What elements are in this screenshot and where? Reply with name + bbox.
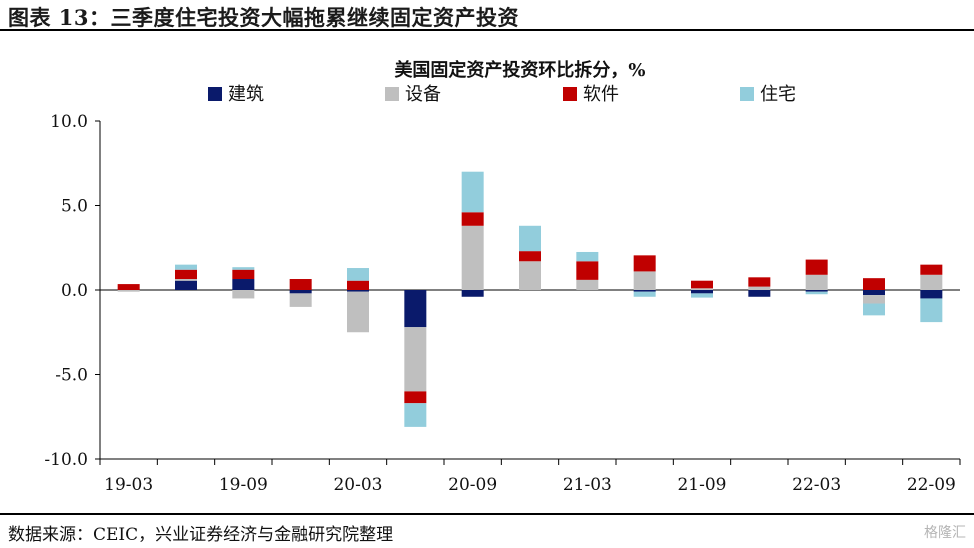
bar-segment: [691, 288, 713, 290]
x-tick-label: 19-03: [104, 475, 153, 495]
x-tick-label: 20-03: [333, 475, 382, 495]
bar-segment: [863, 303, 885, 316]
bar-segment: [461, 225, 484, 290]
legend-label: 建筑: [228, 84, 264, 105]
bar-segment: [691, 290, 713, 294]
legend-label: 软件: [583, 84, 619, 105]
source-note: 数据来源：CEIC，兴业证券经济与金融研究院整理: [8, 525, 394, 545]
legend-swatch: [385, 87, 399, 101]
bar-segment: [576, 279, 599, 290]
bar-segment: [461, 290, 484, 297]
bar-segment: [404, 290, 427, 328]
bar-segment: [863, 278, 885, 290]
bar-segment: [461, 171, 484, 213]
watermark-logo: 格隆汇: [924, 525, 966, 541]
bar-segment: [289, 279, 312, 290]
x-tick-label: 21-03: [563, 475, 612, 495]
y-tick-label: 5.0: [61, 197, 88, 217]
legend-swatch: [208, 87, 222, 101]
bar-segment: [461, 212, 484, 226]
bar-segment: [519, 225, 541, 252]
bar-segment: [633, 291, 656, 297]
bar-segment: [404, 327, 427, 392]
legend-swatch: [563, 87, 577, 101]
bar-segment: [920, 290, 943, 299]
bar-segment: [748, 286, 771, 290]
bar-segment: [347, 290, 369, 292]
x-tick-label: 22-09: [907, 475, 956, 495]
bar-segment: [117, 284, 140, 290]
bar-segment: [691, 280, 713, 289]
y-tick-label: 10.0: [50, 112, 88, 132]
y-tick-label: -10.0: [44, 450, 88, 470]
axes: 10.0 5.0 0.0 -5.0 -10.0 19-03 19-09 20-03 20-09 2…: [44, 112, 961, 495]
bar-segment: [748, 290, 771, 297]
bar-segment: [117, 290, 140, 292]
bar-segment: [175, 269, 197, 280]
bar-segment: [404, 391, 427, 404]
bar-segment: [863, 295, 885, 304]
bottom-rule: [0, 513, 974, 515]
legend: 建筑 设备 软件 住宅: [208, 84, 796, 105]
bar-segment: [633, 255, 656, 272]
bar-segment: [347, 268, 369, 281]
bar-segment: [289, 290, 312, 294]
bar-segment: [175, 279, 197, 281]
legend-swatch: [740, 87, 754, 101]
bar-segment: [576, 261, 599, 280]
bar-segment: [175, 280, 197, 290]
bars: [117, 171, 943, 427]
bar-segment: [633, 271, 656, 290]
bar-segment: [920, 274, 943, 290]
bar-segment: [576, 251, 599, 262]
bar-segment: [232, 267, 255, 270]
bar-segment: [805, 291, 828, 295]
bar-segment: [519, 251, 541, 262]
y-tick-label: -5.0: [55, 366, 88, 386]
bar-segment: [347, 280, 369, 290]
bar-segment: [633, 290, 656, 292]
bar-segment: [232, 290, 255, 299]
chart-title: 美国固定资产投资环比拆分，%: [394, 59, 645, 81]
bar-segment: [519, 261, 541, 290]
bar-segment: [920, 298, 943, 323]
bar-segment: [920, 264, 943, 275]
x-tick-label: 20-09: [448, 475, 497, 495]
bar-segment: [748, 277, 771, 287]
bar-segment: [805, 259, 828, 275]
bar-segment: [404, 403, 427, 427]
bar-segment: [691, 293, 713, 298]
bar-segment: [175, 264, 197, 270]
bar-segment: [863, 290, 885, 296]
figure-title: 图表 13：三季度住宅投资大幅拖累继续固定资产投资: [8, 5, 520, 30]
x-tick-label: 19-09: [219, 475, 268, 495]
x-tick-label: 21-09: [677, 475, 726, 495]
bar-segment: [232, 269, 255, 280]
bar-segment: [805, 274, 828, 290]
bar-segment: [289, 293, 312, 307]
y-tick-label: 0.0: [61, 281, 88, 301]
bar-segment: [347, 291, 369, 333]
legend-label: 住宅: [760, 84, 796, 105]
bar-segment: [232, 279, 255, 290]
legend-label: 设备: [405, 84, 441, 105]
top-rule: [0, 29, 974, 31]
bar-segment: [805, 290, 828, 292]
x-tick-label: 22-03: [792, 475, 841, 495]
